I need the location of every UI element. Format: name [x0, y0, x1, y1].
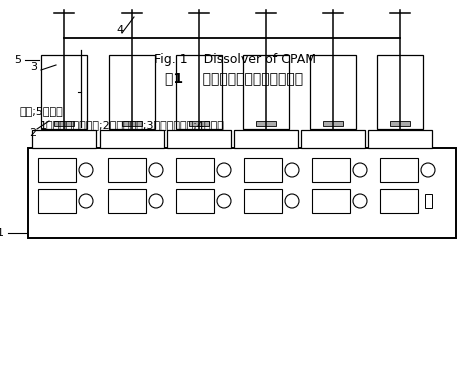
- Bar: [244, 189, 282, 213]
- Bar: [28, 148, 456, 238]
- Bar: [368, 130, 432, 148]
- Text: 3: 3: [30, 62, 38, 72]
- Text: 2: 2: [30, 128, 37, 138]
- Bar: [310, 55, 356, 129]
- Bar: [108, 189, 146, 213]
- Bar: [108, 158, 146, 182]
- Text: 4: 4: [116, 25, 123, 35]
- Bar: [100, 130, 164, 148]
- Bar: [380, 189, 418, 213]
- Bar: [167, 130, 231, 148]
- Bar: [38, 189, 76, 213]
- Bar: [380, 158, 418, 182]
- Bar: [38, 158, 76, 182]
- Bar: [54, 121, 74, 126]
- Text: Fig. 1    Dissolver of CPAM: Fig. 1 Dissolver of CPAM: [153, 53, 316, 66]
- Bar: [244, 158, 282, 182]
- Bar: [176, 189, 214, 213]
- Text: 5: 5: [14, 55, 21, 65]
- Bar: [377, 55, 423, 129]
- Bar: [234, 130, 298, 148]
- Text: 支架;5－烧杯: 支架;5－烧杯: [20, 106, 64, 116]
- Bar: [256, 121, 276, 126]
- Bar: [323, 121, 343, 126]
- Bar: [189, 121, 209, 126]
- Bar: [301, 130, 365, 148]
- Bar: [32, 130, 96, 148]
- Bar: [176, 158, 214, 182]
- Bar: [122, 121, 142, 126]
- Bar: [312, 158, 350, 182]
- Bar: [312, 189, 350, 213]
- Bar: [41, 55, 87, 129]
- Bar: [109, 55, 155, 129]
- Bar: [390, 121, 410, 126]
- Text: 1－恒温恒速搅拌器;2－磁搅拌子;3－温度传感器;4－固定: 1－恒温恒速搅拌器;2－磁搅拌子;3－温度传感器;4－固定: [40, 120, 225, 130]
- Bar: [176, 55, 222, 129]
- Bar: [243, 55, 289, 129]
- Text: 图1    阳离子聚丙烯酰胺溶解装置: 图1 阳离子聚丙烯酰胺溶解装置: [166, 71, 303, 85]
- Bar: [424, 194, 431, 208]
- Text: 1: 1: [0, 228, 4, 238]
